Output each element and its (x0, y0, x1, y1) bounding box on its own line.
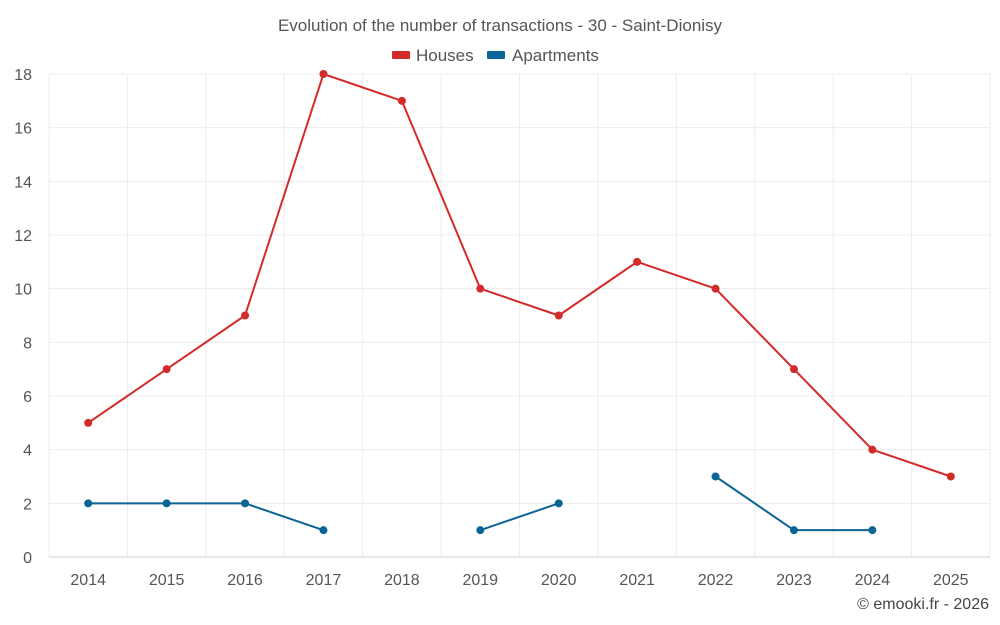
x-tick-label: 2019 (462, 572, 498, 589)
x-tick-label: 2020 (541, 572, 577, 589)
legend-item-houses[interactable]: Houses (392, 46, 474, 65)
x-tick-label: 2017 (306, 572, 342, 589)
y-tick-label: 12 (14, 228, 32, 245)
data-point-houses[interactable] (397, 96, 406, 105)
data-point-houses[interactable] (476, 284, 485, 293)
y-tick-label: 18 (14, 67, 32, 84)
data-point-apartments[interactable] (162, 499, 171, 508)
x-tick-label: 2023 (776, 572, 812, 589)
y-tick-label: 6 (23, 389, 32, 406)
series-line-apartments (479, 502, 560, 532)
x-tick-label: 2021 (619, 572, 655, 589)
x-tick-label: 2025 (933, 572, 969, 589)
x-tick-label: 2016 (227, 572, 263, 589)
data-point-apartments[interactable] (554, 499, 563, 508)
legend: Houses Apartments (392, 46, 599, 65)
data-point-apartments[interactable] (789, 526, 798, 535)
data-point-houses[interactable] (241, 311, 250, 320)
y-tick-label: 16 (14, 121, 32, 138)
legend-swatch-houses (392, 51, 410, 59)
x-tick-label: 2022 (698, 572, 734, 589)
data-point-houses[interactable] (84, 418, 93, 427)
chart-title: Evolution of the number of transactions … (278, 16, 723, 35)
legend-label-houses: Houses (416, 46, 474, 65)
data-point-apartments[interactable] (319, 526, 328, 535)
axes: 0 2 4 6 8 10 12 14 16 18 2014 2015 2016 2017 2018 2019 2… (14, 67, 990, 589)
legend-label-apartments: Apartments (512, 46, 599, 65)
data-point-houses[interactable] (946, 472, 955, 481)
data-point-houses[interactable] (868, 445, 877, 454)
data-point-apartments[interactable] (868, 526, 877, 535)
series (84, 70, 955, 535)
series-line-houses (87, 73, 952, 478)
x-tick-label: 2024 (855, 572, 891, 589)
data-point-houses[interactable] (162, 365, 171, 374)
data-point-apartments[interactable] (84, 499, 93, 508)
data-point-houses[interactable] (711, 284, 720, 293)
credit-text: © emooki.fr - 2026 (857, 596, 989, 613)
data-point-houses[interactable] (554, 311, 563, 320)
data-point-houses[interactable] (789, 365, 798, 374)
data-point-apartments[interactable] (476, 526, 485, 535)
legend-swatch-apartments (487, 51, 505, 59)
y-tick-label: 8 (23, 335, 32, 352)
data-point-apartments[interactable] (711, 472, 720, 481)
y-tick-label: 0 (23, 550, 32, 567)
legend-item-apartments[interactable]: Apartments (487, 46, 599, 65)
data-point-apartments[interactable] (241, 499, 250, 508)
data-point-houses[interactable] (319, 70, 328, 78)
y-tick-label: 4 (23, 443, 32, 460)
data-point-houses[interactable] (633, 257, 642, 266)
grid (48, 73, 991, 558)
x-tick-label: 2014 (70, 572, 106, 589)
series-line-apartments (88, 502, 324, 532)
y-tick-label: 2 (23, 496, 32, 513)
y-tick-label: 10 (14, 282, 32, 299)
x-tick-label: 2018 (384, 572, 420, 589)
x-tick-label: 2015 (149, 572, 185, 589)
y-tick-label: 14 (14, 174, 32, 191)
